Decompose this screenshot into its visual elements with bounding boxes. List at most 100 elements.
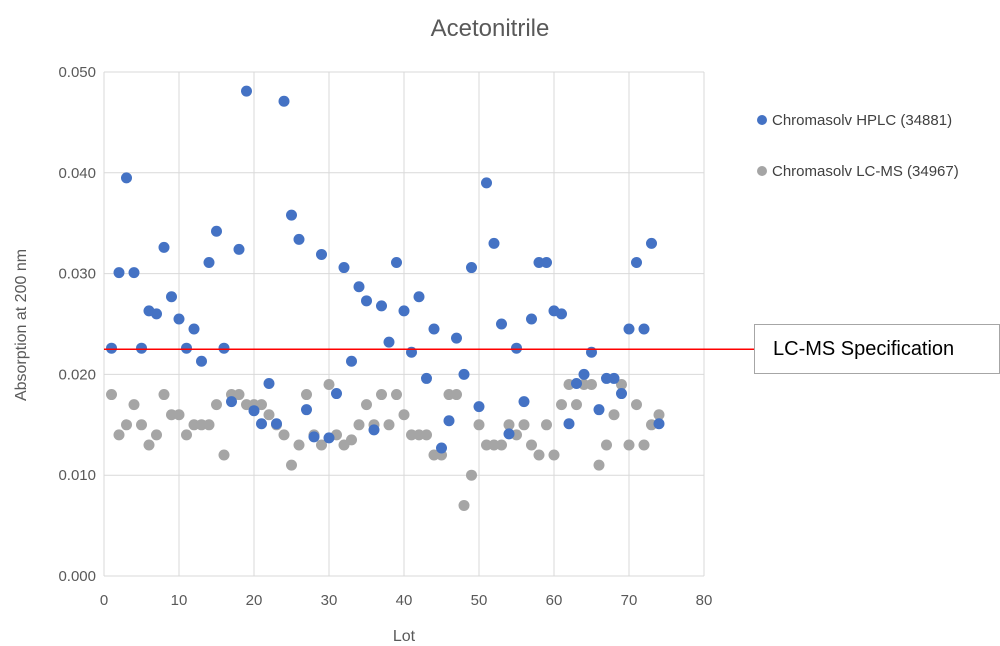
data-point [653, 418, 665, 430]
data-point [556, 308, 567, 320]
data-point [353, 281, 365, 293]
chart-title: Acetonitrile [431, 15, 550, 42]
data-point [616, 388, 627, 400]
data-point [631, 257, 642, 269]
legend: Chromasolv HPLC (34881) Chromasolv LC-MS… [757, 112, 959, 180]
data-point [113, 429, 125, 441]
data-point [158, 389, 170, 401]
data-point [541, 419, 552, 431]
data-point [571, 377, 582, 389]
data-point [473, 419, 485, 431]
x-tick-label: 30 [321, 592, 338, 609]
data-point [293, 233, 305, 245]
x-axis-label: Lot [393, 628, 416, 645]
data-point [353, 419, 365, 431]
data-point [151, 429, 162, 441]
data-point [616, 378, 627, 390]
data-point [263, 409, 275, 421]
data-point [151, 308, 162, 320]
data-point [376, 389, 387, 401]
data-point [398, 305, 410, 317]
data-point [473, 401, 485, 413]
data-point [128, 267, 140, 279]
data-point [286, 459, 297, 471]
specification-annotation-box: LC-MS Specification [754, 324, 1000, 374]
data-point [346, 434, 357, 446]
data-point [166, 291, 177, 303]
data-point [421, 429, 432, 441]
data-point [211, 225, 222, 237]
data-point [278, 95, 290, 107]
data-point [226, 396, 237, 408]
data-point [451, 389, 462, 401]
data-point [301, 389, 312, 401]
data-point [316, 439, 327, 451]
data-point [233, 389, 245, 401]
data-point [571, 399, 582, 411]
data-point [631, 399, 642, 411]
legend-marker-lcms [757, 166, 767, 176]
x-tick-label: 40 [396, 592, 413, 609]
data-point [413, 291, 425, 303]
y-tick-label: 0.010 [58, 467, 96, 484]
legend-label-hplc: Chromasolv HPLC (34881) [772, 112, 952, 129]
data-point [346, 355, 357, 367]
data-point [518, 419, 530, 431]
data-point [338, 262, 350, 274]
data-point [593, 459, 605, 471]
data-point [623, 439, 635, 451]
data-point [383, 419, 395, 431]
data-point [503, 419, 515, 431]
legend-marker-hplc [757, 115, 767, 125]
data-point [211, 399, 222, 411]
data-point [286, 209, 297, 221]
data-point [646, 237, 657, 249]
data-point [398, 409, 410, 421]
data-point [488, 237, 500, 249]
data-point [323, 432, 335, 444]
data-point [586, 378, 597, 390]
data-point [263, 377, 275, 389]
data-point [331, 388, 342, 400]
data-point [106, 389, 117, 401]
data-point [173, 313, 185, 325]
x-tick-label: 0 [100, 592, 108, 609]
data-point [608, 409, 620, 421]
data-point [526, 313, 537, 325]
data-point [548, 449, 560, 461]
data-point [233, 243, 245, 255]
data-point [368, 424, 380, 436]
data-point [196, 355, 207, 367]
data-point [541, 257, 552, 269]
specification-annotation-label: LC-MS Specification [773, 338, 955, 360]
data-point [391, 389, 402, 401]
data-point [136, 342, 147, 354]
x-tick-label: 60 [546, 592, 563, 609]
data-point [638, 323, 650, 335]
data-point [383, 336, 395, 348]
data-point [638, 439, 650, 451]
data-point [481, 177, 492, 189]
data-point [278, 429, 290, 441]
x-tick-label: 20 [246, 592, 263, 609]
data-point [271, 418, 282, 430]
y-tick-label: 0.050 [58, 64, 96, 81]
data-point [256, 399, 267, 411]
data-point [301, 404, 312, 416]
data-point [601, 439, 612, 451]
data-point [218, 342, 230, 354]
y-tick-label: 0.020 [58, 366, 96, 383]
data-point [361, 399, 372, 411]
data-point [188, 323, 200, 335]
data-point [458, 368, 470, 380]
data-point [556, 399, 567, 411]
data-point [361, 295, 372, 307]
data-point [443, 415, 455, 427]
data-point [308, 431, 320, 443]
x-tick-labels: 0 10 20 30 40 50 60 70 80 [100, 592, 713, 609]
data-point [653, 409, 665, 421]
data-point [593, 404, 605, 416]
data-point [181, 429, 192, 441]
data-point [316, 248, 327, 260]
data-point [421, 372, 432, 384]
